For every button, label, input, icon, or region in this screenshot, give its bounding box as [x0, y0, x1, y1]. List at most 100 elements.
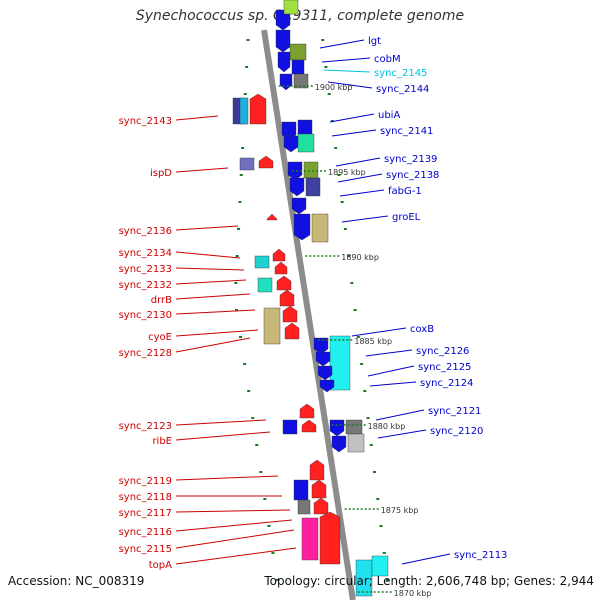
backbone-line	[261, 29, 356, 600]
gene-arrow	[313, 337, 329, 355]
gene-block	[254, 255, 270, 269]
leader-line	[175, 475, 279, 481]
leader-line	[335, 157, 381, 167]
leader-line	[175, 431, 271, 441]
leader-line	[329, 113, 375, 123]
gene-block	[293, 479, 309, 501]
gene-label-sync_2121: sync_2121	[428, 406, 481, 417]
leader-line	[175, 115, 219, 121]
gene-label-sync_2117: sync_2117	[119, 508, 172, 519]
gene-label-sync_2118: sync_2118	[119, 492, 172, 503]
scale-label: 1870 kbp	[394, 589, 432, 598]
leader-line	[351, 327, 407, 337]
gene-label-coxb: coxB	[410, 324, 434, 335]
gene-block	[311, 213, 329, 243]
gene-label-cyoe: cyoE	[148, 332, 172, 343]
gene-block	[283, 0, 299, 15]
leader-lines	[175, 39, 451, 565]
gene-arrow	[287, 161, 303, 181]
gene-label-sync_2134: sync_2134	[119, 248, 172, 259]
gene-label-drrb: drrB	[151, 295, 172, 306]
gene-label-sync_2124: sync_2124	[420, 378, 473, 389]
gene-block	[305, 177, 321, 197]
leader-line	[367, 365, 415, 377]
gene-label-lgt: lgt	[368, 36, 381, 47]
gene-arrow	[291, 197, 307, 215]
gene-arrow	[319, 379, 335, 393]
gene-label-sync_2138: sync_2138	[386, 170, 439, 181]
scale-label: 1895 kbp	[328, 168, 366, 177]
gene-arrow	[258, 155, 274, 169]
gene-arrow	[272, 248, 286, 262]
gene-arrow	[279, 289, 295, 307]
leader-line	[175, 547, 297, 565]
gene-arrow	[277, 51, 291, 73]
gene-label-sync_2123: sync_2123	[119, 421, 172, 432]
leader-line	[321, 57, 371, 63]
scale-label: 1900 kbp	[315, 83, 353, 92]
accession-text: Accession: NC_008319	[8, 574, 145, 588]
gene-label-sync_2133: sync_2133	[119, 264, 172, 275]
gene-arrow	[313, 497, 329, 515]
gene-block	[297, 499, 311, 515]
gene-arrow	[274, 261, 288, 275]
gene-arrow	[276, 275, 292, 291]
gene-label-sync_2130: sync_2130	[119, 310, 172, 321]
gene-block	[291, 59, 305, 75]
gene-block	[282, 419, 298, 435]
gene-block	[289, 43, 307, 61]
gene-arrow	[319, 511, 341, 565]
gene-arrow	[293, 213, 311, 241]
leader-line	[327, 81, 373, 89]
gene-block	[345, 419, 363, 435]
leader-line	[377, 429, 427, 439]
leader-line	[175, 509, 291, 513]
gene-arrow	[284, 322, 300, 340]
leader-line	[175, 337, 251, 353]
gene-block	[297, 119, 313, 137]
leader-line	[323, 69, 371, 73]
gene-label-cobm: cobM	[374, 54, 401, 65]
gene-label-sync_2144: sync_2144	[376, 84, 429, 95]
gene-label-sync_2126: sync_2126	[416, 346, 469, 357]
gene-arrow	[309, 459, 325, 481]
scale-label: 1875 kbp	[381, 506, 419, 515]
leader-line	[331, 129, 377, 137]
gene-label-topa: topA	[149, 560, 172, 571]
gene-block	[239, 97, 249, 125]
gene-label-sync_2116: sync_2116	[119, 527, 172, 538]
leader-line	[175, 519, 293, 532]
leader-line	[319, 39, 365, 49]
gene-arrow	[317, 365, 333, 381]
features-forward-strand	[275, 0, 389, 597]
leader-line	[175, 279, 247, 285]
gene-arrow	[249, 93, 267, 125]
gene-label-sync_2113: sync_2113	[454, 550, 507, 561]
gene-block	[329, 335, 351, 391]
leader-line	[369, 381, 417, 387]
leader-line	[337, 173, 383, 183]
leader-line	[401, 553, 451, 565]
features-reverse-strand	[232, 93, 341, 565]
leader-line	[175, 529, 295, 549]
gene-label-sync_2143: sync_2143	[119, 116, 172, 127]
leader-line	[175, 293, 251, 300]
gene-block	[257, 277, 273, 293]
labels-left: sync_2143 ispD sync_2136 sync_2134 sync_2133…	[119, 116, 173, 571]
gene-block	[347, 433, 365, 453]
gene-arrow	[329, 419, 345, 437]
gene-block	[297, 133, 315, 153]
gene-label-fabg-1: fabG-1	[388, 186, 422, 197]
gene-arrow	[283, 135, 299, 153]
leader-line	[175, 419, 267, 426]
topology-text: Topology: circular; Length: 2,606,748 bp…	[264, 574, 594, 588]
gene-label-sync_2119: sync_2119	[119, 476, 172, 487]
leader-line	[175, 309, 256, 315]
gene-label-sync_2120: sync_2120	[430, 426, 483, 437]
labels-right: lgt cobM sync_2145 sync_2144 ubiA sync_2141sy…	[368, 36, 507, 561]
gene-block	[239, 157, 255, 171]
gene-arrow	[266, 213, 278, 221]
gene-label-sync_2115: sync_2115	[119, 544, 172, 555]
gene-label-sync_2145: sync_2145	[374, 68, 427, 79]
